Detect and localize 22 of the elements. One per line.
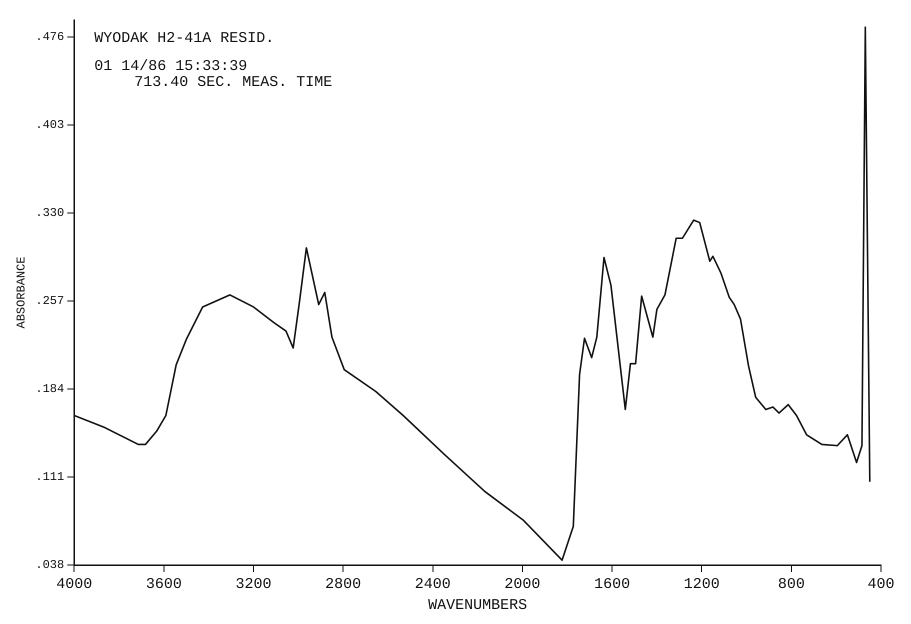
y-tick-label: .111	[35, 470, 64, 484]
text: WYODAK H2-41A RESID.	[94, 30, 274, 47]
x-tick-label: 3200	[235, 576, 272, 593]
x-axis-title: WAVENUMBERS	[428, 596, 528, 614]
x-tick-label: 4000	[56, 576, 92, 593]
x-tick-label: 1600	[594, 576, 630, 593]
y-tick-label: .403	[35, 118, 64, 132]
x-tick-label: 2400	[414, 576, 451, 593]
y-tick-label: .476	[35, 30, 64, 44]
y-tick-label: .257	[35, 294, 64, 308]
x-tick-label: 400	[867, 576, 895, 593]
y-tick-label: .184	[35, 382, 64, 396]
x-tick-label: 1200	[684, 576, 720, 593]
x-tick-label: 800	[778, 576, 805, 593]
annotation: 713.40 SEC. MEAS. TIME	[134, 74, 332, 91]
annotation: 01 14/86 15:33:39	[94, 58, 248, 75]
y-axis-title: ABSORBANCE	[14, 256, 28, 329]
x-tick-label: 3600	[146, 576, 182, 593]
x-tick-label: 2000	[504, 576, 540, 593]
y-tick-label: .330	[35, 206, 64, 220]
x-tick-label: 2800	[325, 576, 362, 593]
y-tick-label: .038	[35, 558, 64, 572]
